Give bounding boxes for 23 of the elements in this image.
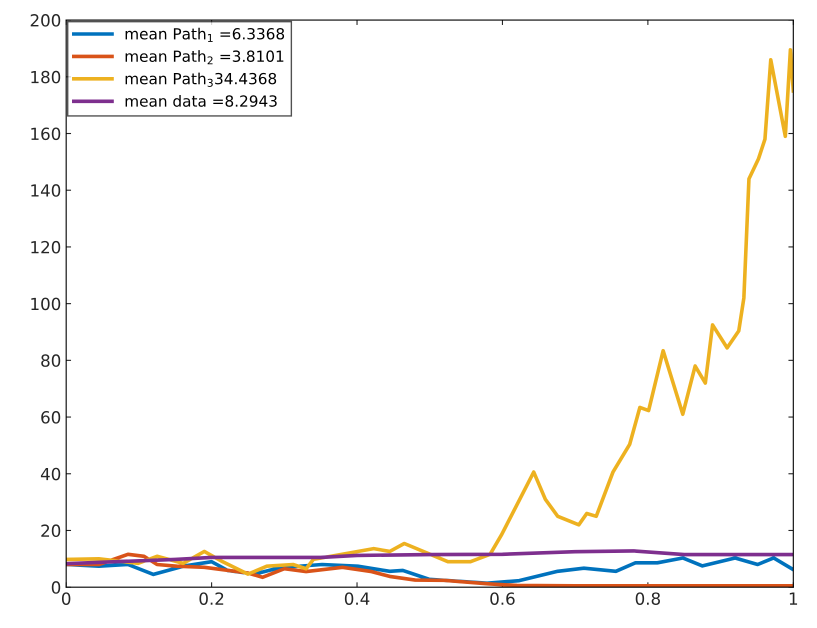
x-tick-label: 0.6 (490, 592, 515, 605)
line-series (66, 48, 794, 576)
x-tick-label: 0.4 (344, 592, 370, 605)
x-tick-label: 0.2 (199, 592, 224, 605)
y-tick-label: 180 (31, 70, 60, 84)
y-tick-label: 100 (31, 298, 60, 310)
legend-label: mean data =8.2943 (126, 95, 277, 107)
y-tick-label: 0 (52, 581, 60, 594)
x-tick-label: 0.8 (636, 592, 660, 605)
legend-label: mean Path$_{3}$34.4368 (126, 72, 276, 87)
y-tick-label: 140 (31, 184, 60, 197)
y-tick-label: 80 (41, 354, 60, 367)
y-tick-label: 200 (30, 14, 60, 27)
x-tick-label: 1 (790, 592, 798, 605)
y-tick-label: 60 (41, 411, 60, 424)
y-tick-label: 40 (40, 468, 60, 480)
x-tick-label: 0 (62, 592, 70, 605)
y-tick-label: 120 (31, 240, 60, 254)
line-series (66, 549, 794, 566)
legend-label: mean Path$_{1}$ =6.3368 (126, 28, 284, 42)
y-tick-label: 20 (41, 524, 60, 538)
legend-label: mean Path$_{2}$ =3.8101 (126, 50, 284, 64)
y-tick-label: 160 (31, 127, 60, 140)
